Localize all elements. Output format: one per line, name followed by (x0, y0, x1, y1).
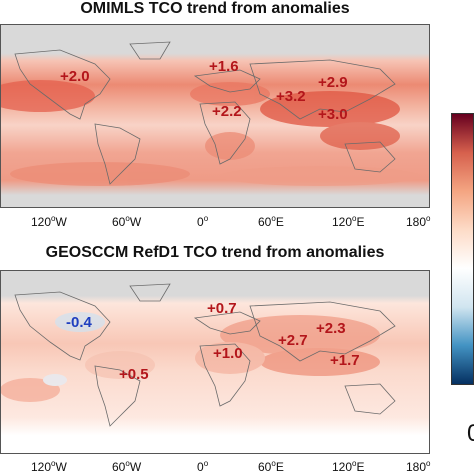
panel-1-label-af: +2.2 (212, 103, 242, 120)
panel-2-label-af: +1.0 (213, 345, 243, 362)
panel-2-label-na: -0.4 (66, 314, 92, 331)
panel-1-label-eu: +1.6 (209, 58, 239, 75)
lon-tick-2-120w: 120oW (31, 459, 67, 474)
lon-tick-1-120w: 120oW (31, 214, 67, 229)
lon-tick-2-120e: 120oE (332, 459, 365, 474)
lon-tick-1-0: 0o (197, 214, 209, 229)
panel-1-label-sea: +3.0 (318, 106, 348, 123)
panel-1-label-in: +3.2 (276, 88, 306, 105)
lon-tick-2-0: 0o (197, 459, 209, 474)
lon-tick-1-120e: 120oE (332, 214, 365, 229)
trend-hotspots (0, 312, 380, 402)
lon-tick-2-180: 180o (406, 459, 431, 474)
colorbar-tick-zero: 0 (467, 420, 474, 447)
lon-tick-1-180: 180o (406, 214, 431, 229)
colorbar-gradient (452, 114, 473, 384)
panel-2-title: GEOSCCM RefD1 TCO trend from anomalies (45, 244, 385, 261)
panel-1-title: OMIMLS TCO trend from anomalies (80, 0, 350, 17)
panel-2-label-cn: +2.3 (316, 320, 346, 337)
panel-1-label-na: +2.0 (60, 68, 90, 85)
lon-tick-2-60e: 60oE (258, 459, 284, 474)
coastlines (14, 41, 396, 185)
colorbar (451, 113, 474, 385)
panel-2-label-sa: +0.5 (119, 366, 149, 383)
lon-tick-1-60w: 60oW (112, 214, 142, 229)
lon-tick-2-60w: 60oW (112, 459, 142, 474)
panel-2-label-sea: +1.7 (330, 352, 360, 369)
trend-hotspots (0, 80, 420, 186)
panel-2-map-svg (0, 270, 430, 454)
panel-1-map-svg (0, 24, 430, 208)
panel-2-label-eu: +0.7 (207, 300, 237, 317)
lon-tick-1-60e: 60oE (258, 214, 284, 229)
coastlines (14, 283, 396, 427)
panel-2-label-in: +2.7 (278, 332, 308, 349)
panel-1-label-cn: +2.9 (318, 74, 348, 91)
panel-1-map (0, 24, 430, 208)
panel-2-map (0, 270, 430, 454)
